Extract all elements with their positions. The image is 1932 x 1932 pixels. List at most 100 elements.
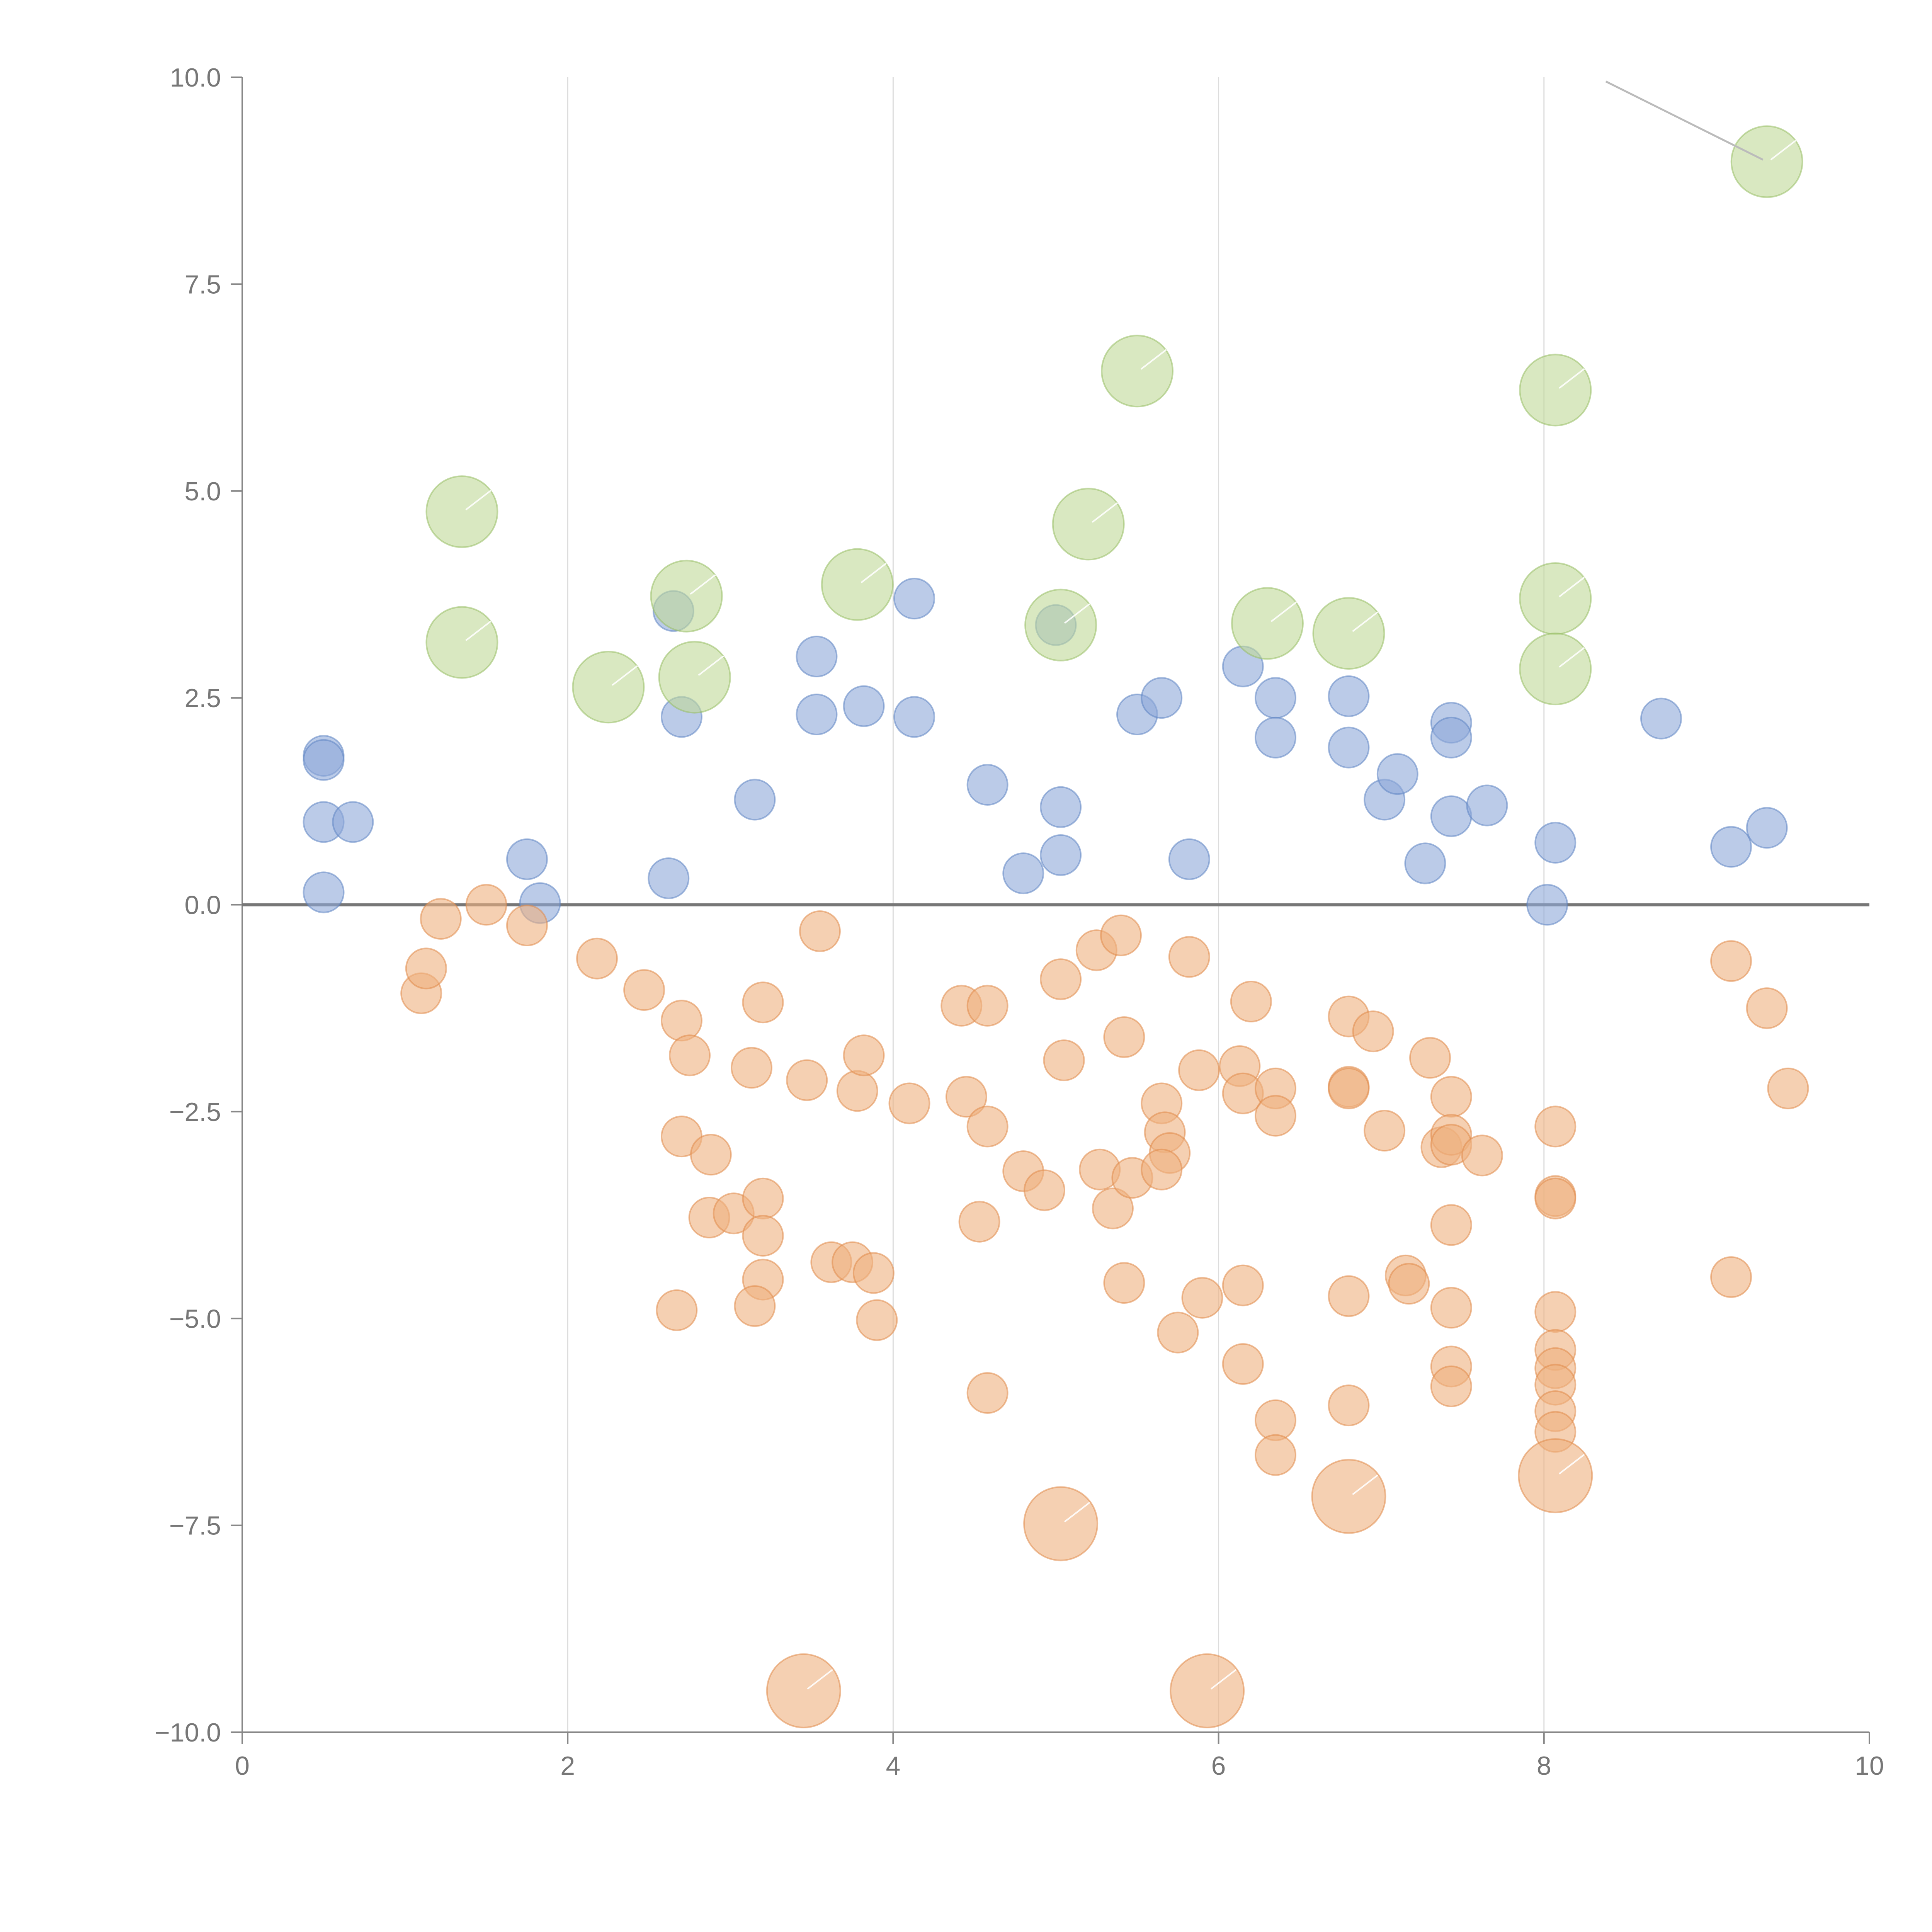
negative-point	[1328, 1067, 1370, 1109]
positive-point	[1254, 677, 1296, 719]
negative-point	[742, 981, 784, 1024]
negative-point	[1181, 1277, 1223, 1319]
highlighted-point	[1312, 597, 1385, 670]
negative-point	[506, 905, 548, 947]
negative-point	[1254, 1434, 1296, 1476]
x-tick-label: 6	[1211, 1751, 1226, 1781]
highlighted-point	[1519, 562, 1592, 635]
positive-point	[1040, 786, 1082, 828]
positive-point	[1526, 884, 1568, 926]
y-tick-label: 7.5	[184, 270, 221, 299]
negative-point	[1352, 1010, 1394, 1053]
negative-point	[1328, 1384, 1370, 1427]
negative-point	[669, 1034, 711, 1077]
negative-point	[958, 1201, 1000, 1243]
highlighted-point	[1519, 633, 1592, 706]
highlighted-point	[425, 475, 498, 548]
negative-point	[1222, 1343, 1264, 1385]
y-tick-label: −7.5	[169, 1511, 221, 1541]
negative-point	[1178, 1049, 1220, 1091]
highlighted-leader	[1559, 577, 1585, 597]
y-tick-label: 0.0	[184, 891, 221, 920]
y-tick-label: 2.5	[184, 684, 221, 713]
highlighted-leader	[1140, 349, 1167, 370]
highlighted-leader	[1352, 611, 1378, 632]
large-negative-point	[1311, 1459, 1386, 1534]
large-negative-leader	[1210, 1669, 1237, 1690]
negative-point	[1409, 1037, 1451, 1079]
highlighted-point	[1052, 488, 1125, 561]
negative-point	[1141, 1148, 1183, 1190]
x-tick-label: 0	[235, 1751, 250, 1781]
negative-point	[734, 1285, 776, 1327]
positive-point	[1328, 726, 1370, 769]
positive-point	[303, 871, 345, 913]
x-tick-label: 2	[560, 1751, 575, 1781]
negative-point	[1746, 987, 1788, 1029]
positive-point	[1430, 795, 1472, 837]
highlighted-leader	[465, 490, 492, 510]
highlighted-leader	[1770, 139, 1796, 161]
positive-point	[893, 578, 935, 620]
negative-point	[1092, 1187, 1134, 1230]
negative-point	[731, 1047, 773, 1089]
positive-point	[796, 693, 838, 735]
negative-point	[1710, 1256, 1752, 1298]
negative-point	[1103, 1262, 1145, 1304]
highlighted-point	[1519, 354, 1592, 427]
large-negative-leader	[1064, 1502, 1090, 1522]
highlighted-leader	[1559, 368, 1585, 389]
negative-point	[856, 1299, 898, 1341]
negative-point	[660, 1000, 702, 1042]
negative-point	[799, 910, 841, 952]
tick-labels: 0 2 4 6 8 10 10.0 7.5 5.0 2.5 0.0 −2.5 −5.0 −7.5 −10.0	[155, 63, 1884, 1781]
callout-line	[1605, 80, 1764, 161]
negative-point	[966, 1105, 1009, 1148]
positive-point	[843, 685, 885, 727]
negative-point	[1388, 1263, 1430, 1305]
negative-point	[945, 1076, 987, 1118]
negative-point	[1024, 1169, 1066, 1211]
highlighted-point	[1024, 588, 1097, 662]
highlighted-leader	[1092, 502, 1118, 523]
highlighted-point	[658, 641, 731, 714]
negative-point	[1430, 1287, 1472, 1329]
highlighted-point	[1231, 587, 1304, 660]
negative-point	[1254, 1095, 1296, 1137]
highlighted-point	[821, 548, 894, 621]
large-negative-leader	[1559, 1454, 1585, 1475]
positive-point	[648, 857, 690, 899]
highlighted-leader	[1064, 603, 1090, 624]
negative-point	[576, 937, 618, 980]
negative-point	[742, 1177, 784, 1219]
positive-point	[1002, 852, 1044, 895]
negative-point	[1430, 1076, 1472, 1118]
highlighted-leader	[690, 574, 716, 595]
positive-point	[332, 801, 374, 843]
positive-point	[734, 779, 776, 821]
positive-point	[1430, 716, 1472, 759]
negative-point	[1040, 958, 1082, 1000]
x-tick-label: 10	[1855, 1751, 1884, 1781]
negative-point	[1430, 1365, 1472, 1407]
positive-point	[506, 838, 548, 880]
negative-point	[405, 947, 447, 990]
positive-point	[1746, 807, 1788, 849]
positive-point	[1168, 838, 1210, 880]
negative-point	[623, 969, 665, 1011]
highlighted-leader	[1270, 601, 1297, 622]
x-tick-label: 8	[1537, 1751, 1551, 1781]
negative-point	[1534, 1177, 1577, 1219]
data-points	[303, 80, 1809, 1728]
y-tick-label: 5.0	[184, 477, 221, 506]
negative-point	[1222, 1264, 1264, 1306]
positive-point	[1040, 834, 1082, 876]
negative-point	[1328, 1275, 1370, 1317]
positive-point	[1710, 826, 1752, 868]
positive-point	[1466, 784, 1508, 827]
negative-point	[742, 1215, 784, 1257]
negative-point	[836, 1070, 878, 1112]
highlighted-leader	[612, 665, 638, 686]
large-negative-point	[1518, 1438, 1593, 1514]
y-tick-label: −2.5	[169, 1097, 221, 1127]
